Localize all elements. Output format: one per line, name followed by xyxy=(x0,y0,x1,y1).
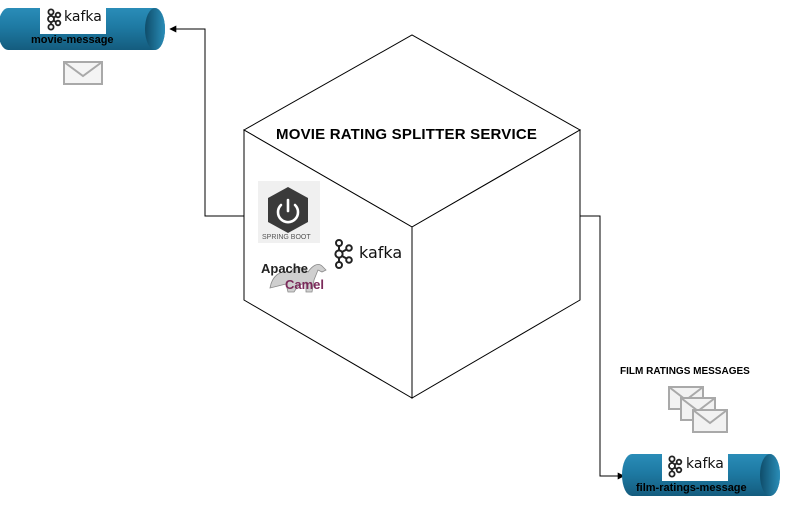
kafka-logo-icon xyxy=(334,239,353,269)
apache-camel-label-line2: Camel xyxy=(285,277,325,292)
film-ratings-messages-title: FILM RATINGS MESSAGES xyxy=(620,366,750,377)
arrow-to-movie-message xyxy=(169,25,244,217)
arrow-to-film-ratings-message xyxy=(580,215,625,480)
kafka-logo-icon xyxy=(668,455,683,478)
apache-camel-logo-icon xyxy=(269,264,327,293)
apache-camel-label-line1: Apache xyxy=(261,261,308,276)
spring-boot-label: SPRING BOOT xyxy=(262,234,311,241)
kafka-wordmark: kafka xyxy=(64,9,102,25)
kafka-logo-icon xyxy=(47,8,62,31)
envelope-stack-icon xyxy=(668,386,728,433)
spring-boot-logo-icon xyxy=(258,181,320,243)
film-ratings-message-topic[interactable] xyxy=(622,451,780,496)
movie-message-label: movie-message xyxy=(31,34,114,46)
service-title: MOVIE RATING SPLITTER SERVICE xyxy=(276,126,538,143)
kafka-wordmark: kafka xyxy=(359,243,403,262)
envelope-icon xyxy=(63,61,103,85)
cube-right-face xyxy=(411,129,581,399)
movie-message-topic[interactable] xyxy=(0,5,165,50)
kafka-wordmark: kafka xyxy=(686,456,724,472)
film-ratings-message-label: film-ratings-message xyxy=(636,482,747,494)
